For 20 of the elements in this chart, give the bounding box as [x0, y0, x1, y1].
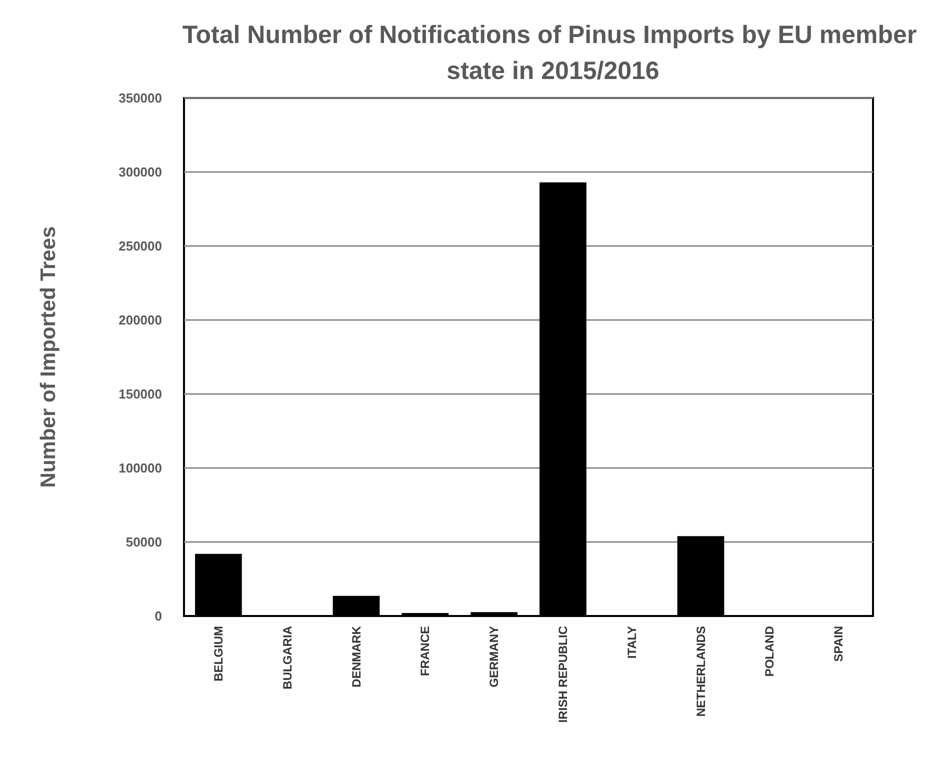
y-tick-label: 300000	[118, 164, 162, 180]
x-tick-label: BULGARIA	[280, 626, 294, 690]
y-axis-title: Number of Imported Trees	[37, 226, 60, 488]
x-tick-label: IRISH REPUBLIC	[556, 626, 570, 723]
x-tick-label: BELGIUM	[211, 626, 226, 682]
y-tick-label: 200000	[118, 312, 162, 328]
y-tick-label: 50000	[126, 534, 162, 550]
chart-title: Total Number of Notifications of Pinus Imports by EU member state in 2015/2016	[182, 21, 924, 85]
x-tick-label: DENMARK	[349, 626, 364, 688]
y-tick-label: 150000	[118, 386, 162, 402]
y-tick-label: 100000	[118, 460, 162, 476]
x-tick-label: FRANCE	[418, 626, 432, 676]
x-tick-label: NETHERLANDS	[694, 626, 708, 717]
y-tick-label: 0	[154, 608, 162, 624]
y-tick-label: 350000	[118, 90, 162, 106]
x-tick-label: SPAIN	[832, 626, 846, 662]
x-tick-label: GERMANY	[487, 626, 502, 688]
x-tick-label: POLAND	[762, 626, 777, 677]
x-tick-label: ITALY	[624, 626, 639, 659]
y-tick-label: 250000	[118, 238, 162, 254]
